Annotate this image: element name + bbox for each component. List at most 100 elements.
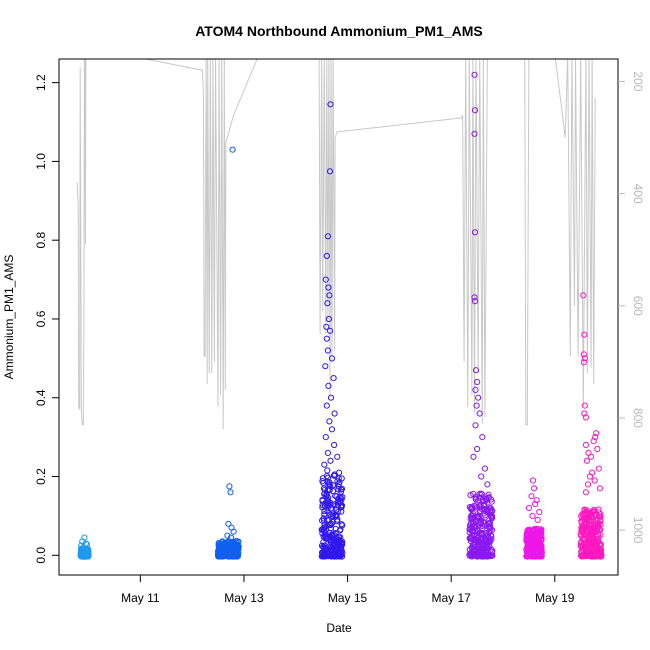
data-point xyxy=(326,486,333,493)
data-point xyxy=(488,513,496,520)
data-point xyxy=(470,453,477,460)
data-point xyxy=(325,494,332,501)
data-point xyxy=(488,552,495,560)
data-point xyxy=(525,504,533,512)
data-point xyxy=(484,553,491,560)
data-point xyxy=(589,552,596,559)
data-point xyxy=(584,481,592,488)
data-point xyxy=(331,472,338,479)
series-6 xyxy=(577,292,605,560)
data-point xyxy=(532,531,539,538)
data-point xyxy=(337,543,344,550)
data-point xyxy=(467,492,474,499)
data-point xyxy=(595,465,602,472)
data-point xyxy=(468,506,475,513)
data-point xyxy=(581,355,588,362)
data-point xyxy=(487,526,494,533)
data-point xyxy=(483,544,490,551)
series-1 xyxy=(77,534,92,560)
data-point xyxy=(594,545,601,552)
data-point xyxy=(587,532,594,539)
series-4 xyxy=(466,71,496,560)
data-point xyxy=(474,445,481,453)
data-point xyxy=(339,522,346,529)
data-point xyxy=(473,402,480,409)
data-point xyxy=(472,422,479,429)
data-point xyxy=(483,505,490,512)
y-tick-label: 0.4 xyxy=(34,389,48,406)
y-tick-label: 1.2 xyxy=(34,74,48,91)
data-point xyxy=(531,485,538,492)
data-point xyxy=(538,527,545,534)
data-point xyxy=(533,539,541,546)
data-point xyxy=(325,315,332,323)
data-point xyxy=(334,499,341,506)
data-point xyxy=(84,552,91,559)
data-point xyxy=(324,300,331,307)
data-point xyxy=(331,410,338,417)
data-point xyxy=(581,510,588,517)
data-point xyxy=(327,394,335,401)
x-tick-label: May 15 xyxy=(328,591,368,605)
data-point xyxy=(321,511,328,518)
data-point xyxy=(588,514,595,521)
data-point xyxy=(597,518,604,525)
data-point xyxy=(591,477,598,484)
data-point xyxy=(322,434,329,441)
data-point xyxy=(327,538,334,546)
data-point xyxy=(326,479,333,486)
data-point xyxy=(534,516,541,524)
x-tick-label: May 17 xyxy=(432,591,472,605)
x-tick-label: May 11 xyxy=(121,591,160,605)
data-point xyxy=(486,529,493,536)
data-point xyxy=(471,298,479,305)
data-point xyxy=(233,549,241,557)
data-point xyxy=(484,540,491,548)
data-point xyxy=(230,528,237,535)
data-point xyxy=(227,534,235,541)
data-point xyxy=(333,506,340,513)
data-point xyxy=(524,538,531,546)
data-point xyxy=(329,482,336,489)
data-point xyxy=(593,430,600,437)
altitude-series-layer xyxy=(76,59,596,430)
data-point xyxy=(338,485,346,492)
series-5 xyxy=(523,477,545,560)
data-point xyxy=(331,441,338,449)
data-point xyxy=(320,527,327,534)
data-point xyxy=(581,331,588,338)
data-point xyxy=(325,382,332,389)
data-point xyxy=(319,501,326,509)
y-tick-label: 0.2 xyxy=(34,468,48,485)
data-point xyxy=(324,449,331,456)
data-point xyxy=(593,511,600,518)
axes-layer: May 11 May 13 May 15 May 17 May 19 0.0 0.2 0.4 0… xyxy=(34,58,645,605)
series-3 xyxy=(318,101,346,560)
data-point xyxy=(334,477,341,484)
data-point xyxy=(324,467,331,474)
data-point xyxy=(327,457,334,464)
data-point xyxy=(579,552,586,559)
data-point xyxy=(471,130,478,137)
data-point xyxy=(472,541,479,548)
data-point xyxy=(478,490,485,497)
y2-tick-label: 600 xyxy=(631,296,645,316)
data-point xyxy=(476,508,483,515)
x-axis-label: Date xyxy=(326,621,352,635)
data-point xyxy=(536,552,543,559)
data-point xyxy=(597,526,604,533)
series-2 xyxy=(215,146,242,560)
data-point xyxy=(538,529,545,537)
data-point xyxy=(318,542,326,549)
data-point xyxy=(524,552,531,559)
data-point xyxy=(321,524,328,531)
data-point xyxy=(580,351,587,358)
data-point xyxy=(470,552,477,559)
data-point xyxy=(320,517,328,524)
data-point xyxy=(335,495,342,503)
data-point xyxy=(326,292,333,299)
data-point xyxy=(469,512,476,519)
data-point xyxy=(320,533,327,540)
data-point xyxy=(582,441,590,449)
data-point xyxy=(229,146,236,153)
